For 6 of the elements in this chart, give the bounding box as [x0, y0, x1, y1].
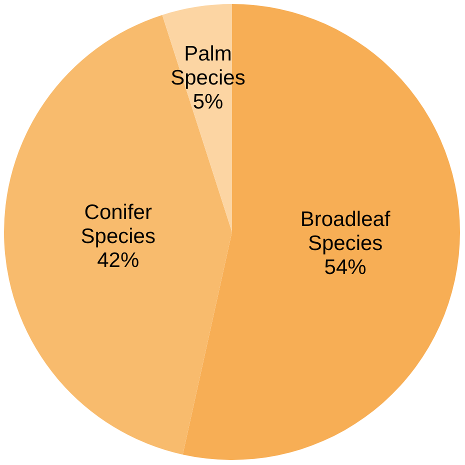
- data-label: 42%: [97, 249, 140, 272]
- slice-label: Conifer Species: [80, 201, 156, 248]
- slice-label: Palm Species: [170, 42, 246, 90]
- slice-label: Broadleaf Species: [300, 208, 390, 256]
- data-label: 5%: [192, 90, 224, 114]
- data-label: 54%: [324, 256, 366, 280]
